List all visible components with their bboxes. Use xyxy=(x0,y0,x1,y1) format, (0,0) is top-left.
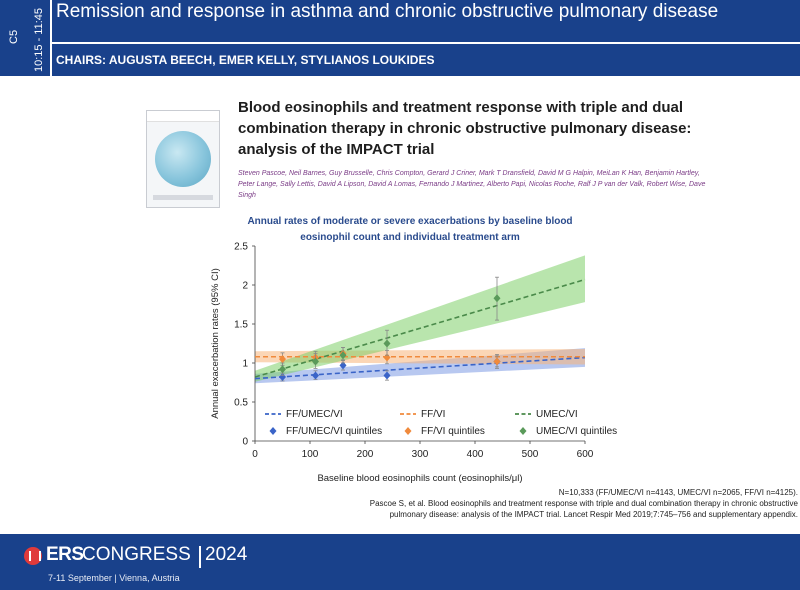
session-time: 10:15 - 11:45 xyxy=(30,0,50,76)
y-tick-label: 2.5 xyxy=(234,242,248,253)
y-tick-label: 0.5 xyxy=(234,398,248,409)
x-tick-label: 0 xyxy=(252,449,258,460)
x-tick-label: 500 xyxy=(522,449,539,460)
legend-label: FF/VI quintiles xyxy=(421,426,485,437)
x-tick-label: 300 xyxy=(412,449,429,460)
session-code-text: C5 xyxy=(8,29,20,44)
legend-label: FF/UMEC/VI quintiles xyxy=(286,426,382,437)
session-code: C5 xyxy=(4,0,26,76)
quintile-point xyxy=(279,365,286,374)
chart-title: Annual rates of moderate or severe exace… xyxy=(230,214,590,246)
legend-diamond-swatch xyxy=(269,427,277,435)
quintile-point xyxy=(339,351,347,360)
quintile-point xyxy=(383,371,391,380)
journal-cover-image xyxy=(146,110,220,208)
legend-label: UMEC/VI xyxy=(536,409,578,420)
source-line-3: pulmonary disease: analysis of the IMPAC… xyxy=(389,510,798,519)
journal-cover-footer xyxy=(153,195,213,200)
chart-axes: 0 100 200 300 400 500 600 0 0.5 1 1.5 2 2.5 Baseline … xyxy=(210,242,594,485)
quintile-point xyxy=(312,357,319,366)
ers-wordmark: ERS xyxy=(46,544,84,565)
chart-title-line-1: Annual rates of moderate or severe exace… xyxy=(247,216,573,227)
x-tick-label: 200 xyxy=(357,449,374,460)
session-title: Remission and response in asthma and chr… xyxy=(56,1,719,22)
session-chairs: CHAIRS: AUGUSTA BEECH, EMER KELLY, STYLI… xyxy=(56,53,435,67)
congress-wordmark: CONGRESS xyxy=(82,544,191,565)
quintile-point xyxy=(383,339,391,348)
legend-label: FF/VI xyxy=(421,409,445,420)
y-tick-label: 1.5 xyxy=(234,320,248,331)
paper-authors: Steven Pascoe, Neil Barnes, Guy Brussell… xyxy=(238,170,706,199)
confidence-bands xyxy=(255,255,585,384)
header-divider xyxy=(50,0,52,76)
chart-title-line-2: eosinophil count and individual treatmen… xyxy=(300,232,520,243)
legend-label: UMEC/VI quintiles xyxy=(536,426,617,437)
y-tick-label: 0 xyxy=(242,437,248,448)
source-line-2: Pascoe S, et al. Blood eosinophils and t… xyxy=(369,499,798,508)
source-line-1: N=10,333 (FF/UMEC/VI n=4143, UMEC/VI n=2… xyxy=(558,488,798,497)
ers-logo-icon xyxy=(24,547,42,565)
legend-label: FF/UMEC/VI xyxy=(286,409,343,420)
y-tick-label: 1 xyxy=(242,359,248,370)
y-axis-label: Annual exacerbation rates (95% CI) xyxy=(210,268,221,419)
quintile-point xyxy=(279,355,286,364)
quintile-point xyxy=(312,371,319,380)
legend-diamond-swatch xyxy=(404,427,412,435)
journal-cover-masthead xyxy=(147,111,219,122)
session-header: C5 10:15 - 11:45 Remission and response … xyxy=(0,0,800,76)
quintile-points xyxy=(279,276,501,382)
regression-line-1 xyxy=(254,356,586,380)
quintile-point xyxy=(493,294,501,303)
congress-year: 2024 xyxy=(205,544,248,565)
quintile-point xyxy=(493,357,501,366)
quintile-point xyxy=(279,373,286,382)
legend-diamond-swatch xyxy=(519,427,527,435)
x-tick-label: 100 xyxy=(302,449,319,460)
paper-title: Blood eosinophils and treatment response… xyxy=(238,99,692,158)
congress-dates: 7-11 September | Vienna, Austria xyxy=(48,573,180,583)
footer-divider xyxy=(199,546,201,568)
globe-image xyxy=(155,131,211,187)
x-axis-label: Baseline blood eosinophils count (eosino… xyxy=(317,473,522,484)
header-rule xyxy=(52,42,800,44)
session-time-text: 10:15 - 11:45 xyxy=(33,7,45,72)
source-citation: N=10,333 (FF/UMEC/VI n=4143, UMEC/VI n=2… xyxy=(330,487,798,520)
regression-lines xyxy=(254,278,586,380)
y-tick-label: 2 xyxy=(242,281,248,292)
congress-footer: ERS CONGRESS 2024 7-11 September | Vienn… xyxy=(0,534,800,590)
chart-legend: FF/UMEC/VI FF/VI UMEC/VI FF/UMEC/VI quintil… xyxy=(265,409,617,437)
x-tick-label: 600 xyxy=(577,449,594,460)
regression-line-3 xyxy=(254,278,586,378)
ci-band-3 xyxy=(255,255,585,382)
exacerbation-chart: 0 100 200 300 400 500 600 0 0.5 1 1.5 2 2.5 Baseline … xyxy=(210,242,617,485)
x-tick-label: 400 xyxy=(467,449,484,460)
